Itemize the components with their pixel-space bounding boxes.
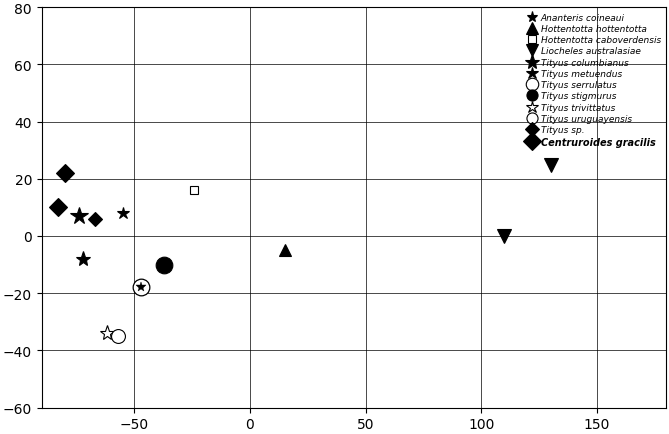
Legend: Ananteris coineaui, Hottentotta hottentotta, Hottentotta caboverdensis, Liochele: Ananteris coineaui, Hottentotta hottento… [525, 13, 662, 148]
